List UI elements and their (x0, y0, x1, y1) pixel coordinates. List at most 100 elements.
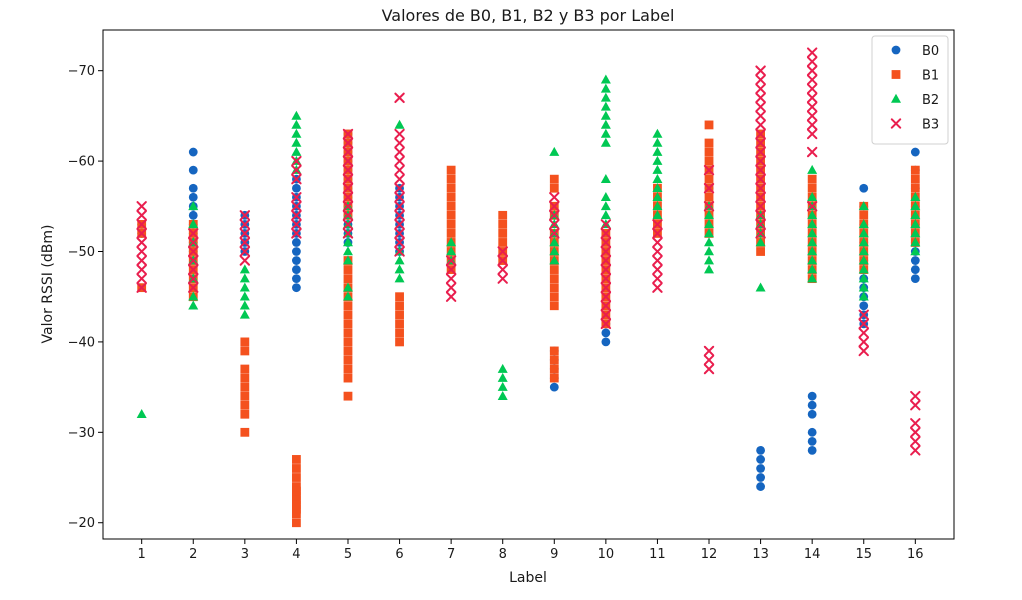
x-tick-label: 8 (499, 547, 507, 562)
data-point-b1 (343, 301, 353, 311)
data-point-b1 (549, 301, 559, 311)
data-point-b3 (652, 282, 663, 293)
data-point-b1 (910, 174, 920, 184)
data-point-b2 (497, 372, 508, 382)
data-point-b3 (188, 282, 199, 293)
legend-marker-b0 (891, 45, 901, 55)
data-point-b0 (601, 328, 611, 338)
data-point-b2 (600, 74, 611, 84)
data-point-b2 (807, 264, 818, 274)
data-point-b3 (755, 101, 766, 113)
data-point-b1 (549, 174, 559, 184)
data-point-b2 (807, 192, 818, 202)
data-point-b3 (188, 246, 199, 257)
data-point-b3 (858, 336, 869, 348)
data-point-b2 (342, 246, 353, 256)
data-point-b3 (806, 128, 818, 140)
data-point-b3 (342, 137, 354, 149)
data-point-b0 (601, 337, 611, 347)
data-point-b3 (600, 300, 612, 311)
data-point-b1 (292, 495, 301, 505)
y-tick-label: −20 (68, 516, 95, 531)
data-point-b2 (291, 119, 302, 129)
legend: B0 B1 B2 B3 (871, 35, 949, 145)
data-point-b3 (806, 101, 818, 113)
data-point-b1 (910, 165, 920, 175)
data-point-b3 (755, 228, 766, 239)
data-point-b3 (136, 237, 147, 248)
data-point-b3 (600, 282, 612, 293)
data-point-b3 (445, 255, 457, 266)
data-point-b2 (858, 255, 869, 265)
data-point-b3 (910, 427, 921, 438)
data-point-b2 (291, 128, 302, 138)
data-point-b3 (652, 246, 663, 257)
data-point-b3 (910, 390, 921, 402)
data-point-b2 (858, 237, 869, 247)
data-point-b2 (807, 228, 818, 238)
data-point-b0 (188, 210, 198, 220)
data-point-b2 (188, 291, 199, 301)
y-tick-label: −50 (68, 245, 95, 260)
x-tick-label: 9 (550, 547, 558, 562)
legend-item-b3: B3 (890, 118, 939, 133)
data-point-b3 (806, 92, 818, 104)
data-point-b1 (395, 319, 404, 329)
data-point-b3 (136, 264, 147, 275)
data-point-b3 (188, 228, 199, 239)
data-point-b1 (343, 373, 353, 383)
data-point-b0 (188, 192, 198, 202)
data-point-b1 (704, 138, 714, 148)
data-point-b3 (600, 318, 612, 330)
data-point-b0 (807, 400, 817, 410)
data-point-b1 (910, 183, 920, 193)
data-point-b3 (755, 146, 766, 158)
data-point-b2 (858, 264, 869, 274)
data-point-b1 (343, 328, 353, 338)
data-point-b3 (755, 65, 766, 76)
data-point-b0 (292, 283, 301, 293)
data-point-b1 (292, 482, 301, 491)
data-point-b1 (343, 337, 353, 347)
data-point-b3 (394, 173, 405, 185)
x-tick-label: 15 (855, 547, 872, 562)
data-point-b3 (497, 264, 508, 275)
data-point-b2 (446, 246, 457, 256)
legend-item-b1: B1 (891, 69, 939, 84)
data-point-b3 (394, 210, 405, 221)
data-point-b3 (549, 201, 560, 212)
data-point-b3 (755, 119, 766, 131)
x-tick-label: 14 (804, 547, 821, 562)
data-point-b2 (291, 137, 302, 147)
data-point-b3 (755, 210, 766, 221)
data-point-b3 (497, 255, 508, 266)
data-point-b2 (704, 255, 715, 265)
data-point-b2 (807, 219, 818, 229)
data-point-b3 (394, 183, 405, 194)
data-point-b3 (755, 183, 766, 194)
data-point-b0 (910, 147, 920, 157)
data-point-b3 (394, 164, 405, 176)
data-point-b3 (136, 255, 147, 266)
data-point-b1 (549, 373, 559, 383)
data-point-b3 (291, 210, 302, 221)
data-point-b2 (755, 282, 766, 292)
data-point-b1 (343, 391, 353, 401)
data-point-b2 (394, 273, 405, 283)
data-point-b2 (600, 110, 611, 120)
legend-box (871, 35, 949, 145)
data-point-b0 (756, 455, 765, 464)
data-point-b1 (549, 364, 559, 374)
data-point-b2 (704, 219, 715, 229)
data-point-b0 (292, 183, 301, 193)
data-point-b3 (342, 201, 354, 212)
data-point-b1 (498, 229, 508, 238)
data-point-b1 (240, 409, 250, 419)
data-point-b1 (240, 382, 250, 392)
data-point-b2 (600, 173, 611, 183)
data-point-b3 (755, 155, 766, 167)
data-point-b3 (600, 255, 612, 266)
data-point-b2 (704, 237, 715, 247)
legend-label-b3: B3 (922, 118, 939, 133)
data-point-b2 (858, 219, 869, 229)
